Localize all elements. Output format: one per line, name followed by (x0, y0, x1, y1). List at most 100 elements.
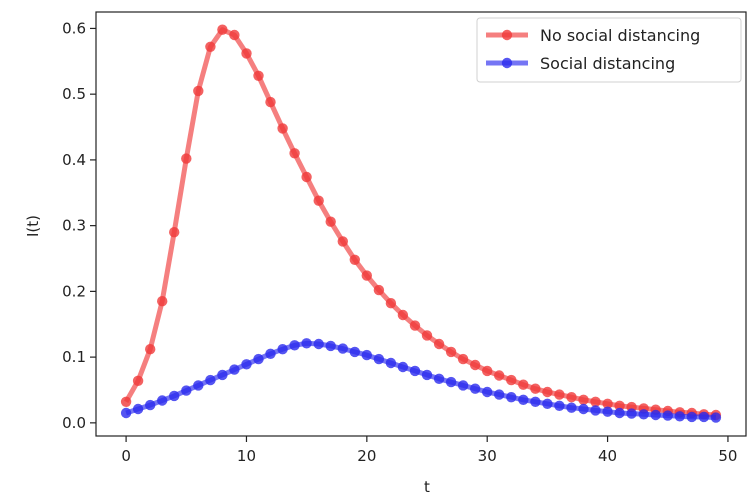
x-tick-label: 30 (478, 447, 497, 465)
data-point (578, 394, 589, 405)
data-point (530, 396, 541, 407)
legend: No social distancing Social distancing (476, 17, 742, 83)
data-point (361, 349, 372, 361)
data-point (445, 376, 457, 388)
data-point (301, 171, 312, 183)
data-point (181, 385, 192, 396)
data-point (265, 348, 276, 359)
plot-frame (95, 11, 747, 437)
data-point (482, 386, 493, 398)
data-point (482, 365, 493, 377)
series-social-distancing (120, 338, 722, 423)
data-point (349, 254, 360, 265)
legend-box (476, 17, 742, 83)
data-point (301, 338, 312, 349)
data-point (169, 227, 180, 238)
data-point (518, 394, 529, 405)
x-axis-label: t (424, 478, 430, 495)
data-point (120, 396, 132, 407)
data-point (421, 330, 433, 341)
data-point (349, 346, 360, 358)
y-tick-label: 0.0 (62, 414, 86, 432)
data-point (325, 216, 336, 227)
data-point (337, 236, 348, 247)
y-tick-label: 0.5 (62, 85, 86, 103)
data-point (506, 374, 517, 386)
data-point (626, 408, 637, 419)
data-point (373, 353, 385, 365)
data-point (132, 375, 144, 386)
legend-swatch-marker (501, 57, 513, 69)
data-point (494, 389, 505, 400)
data-point (686, 411, 697, 423)
data-point (205, 41, 216, 52)
data-point (373, 284, 385, 296)
y-tick-label: 0.6 (62, 19, 86, 37)
data-point (470, 359, 481, 371)
data-point (457, 380, 469, 391)
data-point (698, 411, 710, 423)
y-tick-label: 0.4 (62, 151, 86, 169)
data-point (145, 344, 156, 355)
data-point (602, 406, 613, 417)
data-point (289, 340, 300, 351)
data-point (217, 24, 228, 35)
data-point (662, 410, 673, 421)
data-point (590, 405, 601, 416)
legend-label: No social distancing (540, 26, 700, 45)
data-point (445, 346, 457, 358)
series-no-social-distancing (120, 24, 722, 421)
data-point (614, 400, 625, 411)
data-point (650, 409, 661, 421)
y-tick-label: 0.3 (62, 217, 86, 235)
y-tick-label: 0.1 (62, 348, 86, 366)
data-point (253, 353, 264, 365)
data-point (554, 389, 565, 400)
data-point (181, 153, 192, 164)
data-point (229, 29, 240, 41)
data-point (433, 373, 445, 384)
data-point (217, 369, 228, 381)
data-point (277, 123, 288, 134)
data-point (518, 379, 529, 390)
data-point (361, 270, 372, 281)
data-point (530, 383, 541, 394)
data-point (506, 392, 517, 403)
data-point (710, 412, 722, 423)
data-point (289, 148, 300, 159)
x-tick-label: 50 (718, 447, 737, 465)
data-point (325, 340, 336, 352)
data-point (638, 409, 649, 420)
data-point (157, 296, 168, 307)
data-point (397, 361, 409, 373)
data-point (253, 70, 264, 82)
data-point (602, 398, 613, 409)
data-point (313, 195, 324, 206)
x-tick-label: 0 (121, 447, 131, 465)
data-point (193, 380, 204, 391)
data-point (385, 298, 397, 309)
data-point (409, 320, 421, 331)
data-point (313, 338, 324, 350)
data-point (120, 407, 132, 419)
legend-entry: Social distancing (486, 54, 675, 73)
data-point (145, 399, 156, 411)
data-point (397, 309, 409, 321)
data-point (409, 365, 421, 377)
data-point (169, 390, 180, 402)
data-point (421, 369, 433, 381)
data-point (566, 402, 577, 413)
x-tick-label: 40 (598, 447, 617, 465)
data-point (457, 353, 469, 365)
data-point (566, 392, 577, 403)
legend-label: Social distancing (540, 54, 675, 73)
data-point (277, 344, 288, 355)
data-point (590, 396, 601, 407)
data-point (674, 411, 685, 422)
data-point (265, 96, 276, 108)
x-tick-label: 20 (357, 447, 376, 465)
data-point (157, 395, 168, 406)
series-line (123, 27, 717, 418)
data-point (554, 400, 565, 411)
